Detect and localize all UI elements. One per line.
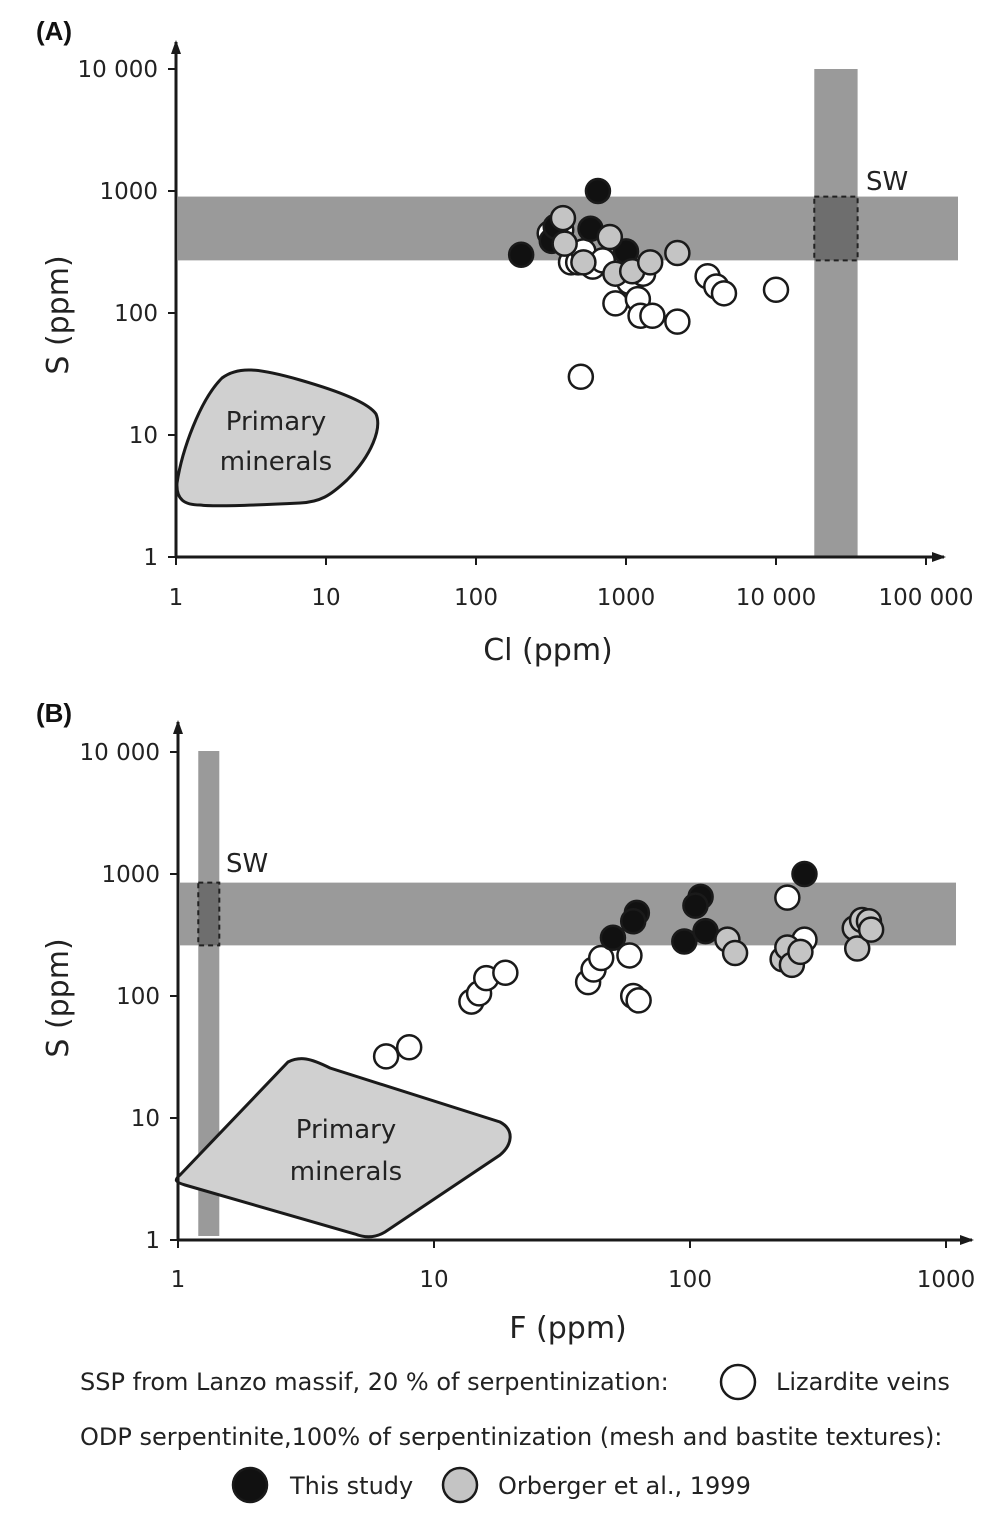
point-lizardite-veins: [774, 884, 801, 911]
point-orberger-et-al-1999: [721, 939, 749, 967]
point-lizardite-veins: [587, 944, 615, 972]
point-orberger-et-al-1999: [551, 230, 578, 257]
x-tick-label: 1: [171, 1267, 186, 1293]
point-lizardite-veins: [395, 1034, 423, 1061]
x-tick-label: 100 000: [878, 585, 973, 611]
legend-lizardite-label: Lizardite veins: [776, 1368, 950, 1396]
panel-a-seawater-cl-band: [814, 69, 858, 557]
panel-b-seawater-f-band: [198, 751, 220, 1236]
y-tick-label: 10 000: [80, 740, 160, 766]
x-tick-label: 10: [311, 585, 340, 611]
panel-b-sw-label: SW: [226, 849, 268, 879]
y-tick-label: 1: [145, 1228, 160, 1254]
y-tick-label: 100: [114, 301, 158, 327]
y-tick-label: 1000: [101, 862, 160, 888]
point-orberger-et-al-1999: [549, 204, 577, 232]
x-tick-label: 1000: [597, 585, 656, 611]
panel-a-sw-label: SW: [866, 167, 908, 197]
point-this-study: [791, 860, 818, 888]
point-lizardite-veins: [372, 1043, 400, 1070]
point-orberger-et-al-1999: [857, 916, 885, 943]
y-tick-label: 10 000: [78, 57, 158, 83]
point-lizardite-veins: [567, 363, 595, 391]
point-lizardite-veins: [639, 302, 666, 329]
panel-b-seawater-box: [197, 881, 221, 947]
point-this-study: [619, 907, 647, 935]
legend-line-2: ODP serpentinite,100% of serpentinizatio…: [80, 1423, 942, 1451]
point-orberger-et-al-1999: [664, 239, 691, 267]
panel-b-seawater-s-band: [180, 882, 956, 946]
panel-b-x-label: F (ppm): [509, 1311, 627, 1346]
point-lizardite-veins: [710, 280, 738, 307]
panel-b-primary-label-2: minerals: [290, 1157, 402, 1187]
y-tick-label: 1: [143, 545, 158, 571]
legend: SSP from Lanzo massif, 20 % of serpentin…: [80, 1363, 950, 1504]
point-lizardite-veins: [602, 290, 629, 317]
panel-a-primary-minerals-region: [175, 368, 380, 508]
point-orberger-et-al-1999: [843, 935, 871, 962]
panel-b-ticks: 1 10 100 1000 1 10 100 1000 10 000: [80, 740, 976, 1293]
x-tick-label: 100: [668, 1267, 712, 1293]
panel-b-points: [372, 860, 885, 1070]
point-this-study: [599, 924, 627, 952]
x-tick-label: 10 000: [736, 585, 816, 611]
panel-a-y-label: S (ppm): [41, 255, 76, 374]
panel-b-primary-minerals-region: [174, 1057, 512, 1239]
panel-b-primary-label-1: Primary: [296, 1115, 396, 1145]
panel-a-primary-label-1: Primary: [226, 407, 326, 437]
point-this-study: [692, 917, 719, 945]
panel-a: (A) SW Primary minerals 1 10 100 1000 10 000…: [36, 16, 974, 668]
panel-a-ticks: 1 10 100 1000 10 000 100 000 1 10 100 1000 10 000: [78, 57, 974, 611]
panel-b-y-label: S (ppm): [41, 938, 76, 1057]
point-lizardite-veins: [492, 959, 519, 987]
panel-a-label: (A): [36, 16, 72, 46]
y-tick-label: 1000: [99, 179, 158, 205]
point-orberger-et-al-1999: [787, 938, 814, 966]
point-orberger-et-al-1999: [570, 249, 597, 276]
point-this-study: [682, 892, 709, 919]
y-tick-label: 10: [131, 1106, 160, 1132]
point-this-study: [507, 241, 535, 269]
point-this-study: [671, 928, 698, 955]
legend-line-1: SSP from Lanzo massif, 20 % of serpentin…: [80, 1368, 669, 1396]
point-lizardite-veins: [616, 942, 643, 969]
point-lizardite-veins: [664, 308, 691, 335]
legend-lizardite-marker: [719, 1363, 757, 1401]
legend-orberger-label: Orberger et al., 1999: [498, 1472, 751, 1500]
panel-a-points: [507, 177, 790, 391]
point-lizardite-veins: [762, 276, 790, 304]
point-this-study: [584, 177, 612, 205]
point-orberger-et-al-1999: [636, 249, 664, 276]
legend-this-study-marker: [231, 1466, 269, 1504]
panel-a-x-label: Cl (ppm): [483, 633, 613, 668]
panel-b: (B) SW Primary minerals 1 10 100 1000 1 10 100…: [36, 698, 975, 1346]
point-lizardite-veins: [625, 987, 652, 1014]
x-tick-label: 1000: [917, 1267, 976, 1293]
y-tick-label: 100: [116, 984, 160, 1010]
point-orberger-et-al-1999: [596, 223, 624, 251]
panel-a-seawater-box: [813, 195, 859, 262]
panel-a-primary-label-2: minerals: [220, 447, 332, 477]
legend-this-study-label: This study: [289, 1472, 413, 1500]
x-tick-label: 1: [169, 585, 184, 611]
panel-b-label: (B): [36, 698, 72, 728]
legend-orberger-marker: [441, 1466, 479, 1504]
x-tick-label: 10: [419, 1267, 448, 1293]
y-tick-label: 10: [129, 423, 158, 449]
x-tick-label: 100: [454, 585, 498, 611]
